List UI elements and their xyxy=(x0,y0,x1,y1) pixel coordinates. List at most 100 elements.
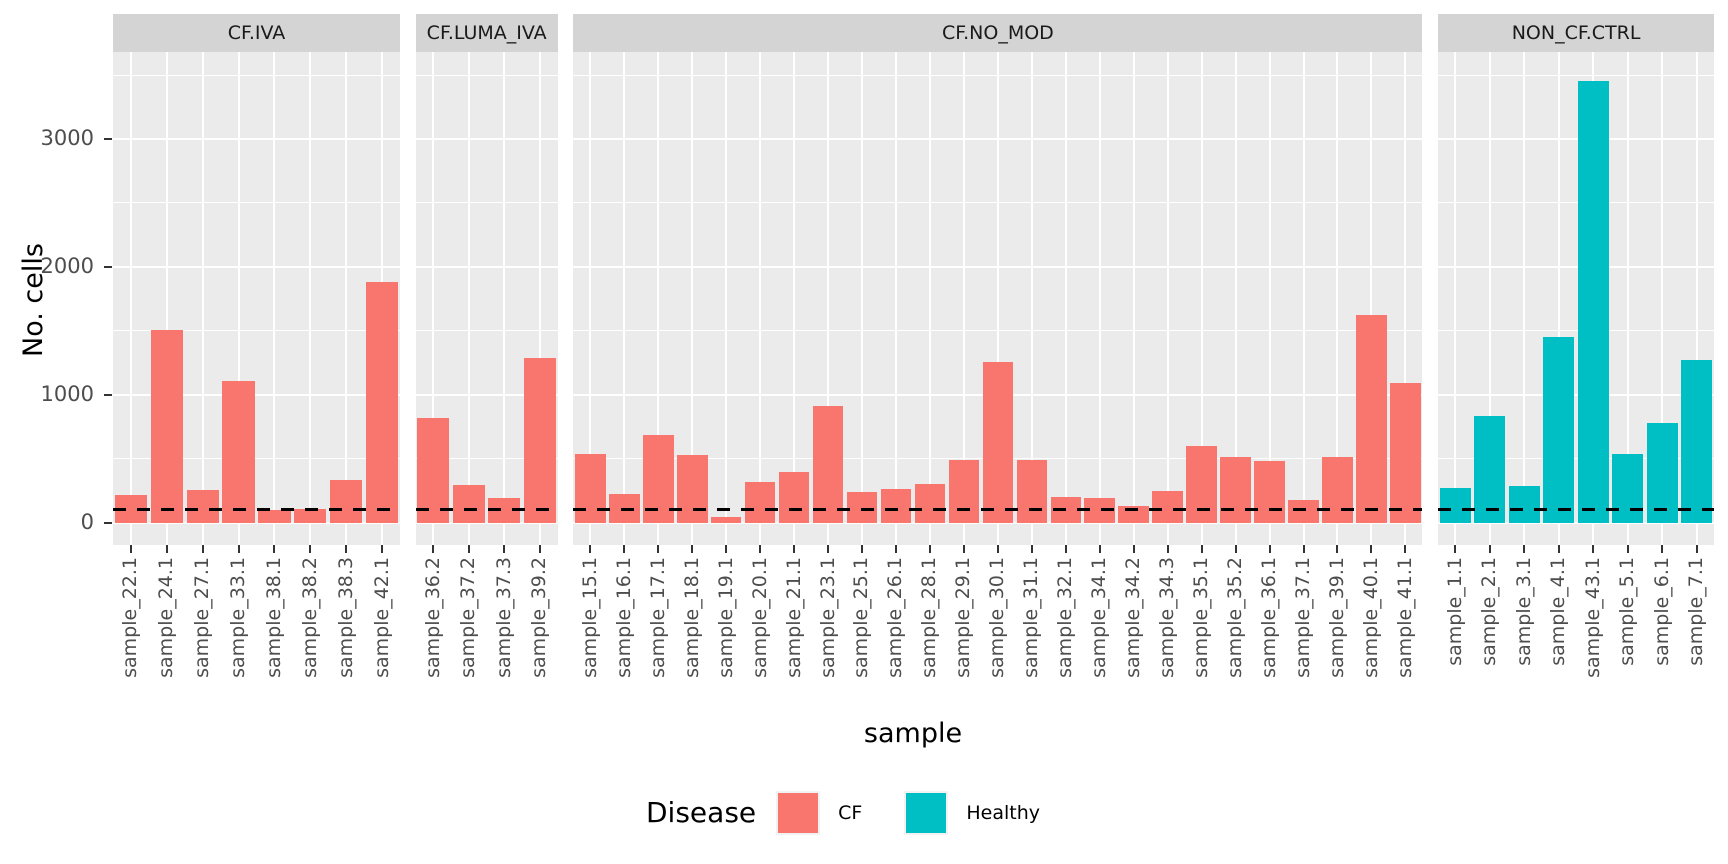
x-tick-label-slot: sample_35.2 xyxy=(1219,557,1253,727)
x-tick-label: sample_39.2 xyxy=(528,557,551,678)
x-tick-mark xyxy=(996,545,999,553)
bar-sample_36.2 xyxy=(417,418,450,523)
x-gridline xyxy=(1166,52,1169,545)
x-tick-labels: sample_1.1 sample_2.1 sample_3.1 sample_4.1… xyxy=(1438,557,1714,727)
reference-line xyxy=(573,508,1423,512)
x-tick-mark xyxy=(725,545,728,553)
legend-label: Healthy xyxy=(966,801,1040,824)
x-tick-mark xyxy=(1404,545,1407,553)
x-tick-label: sample_34.3 xyxy=(1156,557,1179,678)
x-gridline xyxy=(1234,52,1237,545)
x-gridline xyxy=(201,52,204,545)
facet-panel xyxy=(113,52,400,545)
bar-sample_19.1 xyxy=(710,516,742,523)
x-tick-mark xyxy=(1064,545,1067,553)
x-tick-mark xyxy=(1200,545,1203,553)
x-tick-label-slot: sample_17.1 xyxy=(641,557,675,727)
x-tick-label: sample_38.1 xyxy=(262,557,285,678)
bar-sample_27.1 xyxy=(186,490,219,523)
x-axis-title: sample xyxy=(863,718,963,749)
y-tick-mark xyxy=(104,137,112,140)
x-tick-mark xyxy=(1661,545,1664,553)
bar-sample_18.1 xyxy=(676,454,708,523)
bar-sample_40.1 xyxy=(1356,315,1387,523)
x-tick-label: sample_38.2 xyxy=(298,557,321,678)
bar-sample_5.1 xyxy=(1612,453,1644,523)
x-tick-label-slot: sample_33.1 xyxy=(221,557,257,727)
major-gridline xyxy=(415,137,558,140)
bar-sample_4.1 xyxy=(1543,337,1575,523)
x-tick-label-slot: sample_21.1 xyxy=(777,557,811,727)
x-tick-label-slot: sample_27.1 xyxy=(185,557,221,727)
bar-sample_30.1 xyxy=(982,361,1014,523)
x-tick-label: sample_39.1 xyxy=(1325,557,1348,678)
x-tick-label: sample_26.1 xyxy=(884,557,907,678)
y-tick-mark xyxy=(104,521,112,524)
x-tick-label-slot: sample_35.1 xyxy=(1185,557,1219,727)
bar-sample_39.1 xyxy=(1322,456,1353,523)
bar-sample_41.1 xyxy=(1390,383,1421,523)
minor-gridline xyxy=(113,202,400,204)
major-gridline xyxy=(113,137,400,140)
bar-sample_6.1 xyxy=(1646,422,1678,523)
legend: Disease CF Healthy xyxy=(0,775,1728,850)
x-tick-label-slot: sample_24.1 xyxy=(149,557,185,727)
bar-sample_7.1 xyxy=(1681,359,1713,523)
facet-panel xyxy=(415,52,558,545)
x-tick-label-slot: sample_32.1 xyxy=(1049,557,1083,727)
x-tick-label-slot: sample_23.1 xyxy=(811,557,845,727)
x-gridline xyxy=(273,52,276,545)
x-tick-mark xyxy=(1592,545,1595,553)
bar-sample_35.2 xyxy=(1220,456,1251,523)
x-gridline xyxy=(1268,52,1271,545)
minor-gridline xyxy=(1438,458,1715,460)
x-tick-label-slot: sample_39.2 xyxy=(522,557,558,727)
bar-sample_31.1 xyxy=(1016,459,1048,523)
x-tick-mark xyxy=(432,545,435,553)
x-tick-label: sample_18.1 xyxy=(680,557,703,678)
legend-title: Disease xyxy=(646,796,757,829)
x-tick-label: sample_21.1 xyxy=(782,557,805,678)
x-tick-label: sample_5.1 xyxy=(1616,557,1639,666)
x-tick-mark xyxy=(895,545,897,553)
major-gridline xyxy=(113,393,400,396)
x-tick-label-slot: sample_39.1 xyxy=(1320,557,1354,727)
x-gridline xyxy=(759,52,762,545)
x-gridline xyxy=(827,52,830,545)
x-tick-label-slot: sample_36.2 xyxy=(416,557,452,727)
bar-sample_15.1 xyxy=(575,454,606,523)
x-tick-mark xyxy=(589,545,592,553)
y-tick-label: 3000 xyxy=(40,125,94,150)
facet-strip-label: NON_CF.CTRL xyxy=(1438,14,1715,52)
x-gridline xyxy=(1064,52,1067,545)
x-tick-mark xyxy=(962,545,965,553)
x-gridline xyxy=(1030,52,1033,545)
x-tick-mark xyxy=(861,545,864,553)
x-tick-label: sample_37.3 xyxy=(492,557,515,678)
bar-sample_42.1 xyxy=(365,282,399,523)
x-tick-label-slot: sample_31.1 xyxy=(1015,557,1049,727)
x-gridline xyxy=(895,52,897,545)
x-tick-mark xyxy=(1268,545,1271,553)
minor-gridline xyxy=(1438,330,1715,332)
x-tick-mark xyxy=(1626,545,1629,553)
bar-sample_33.1 xyxy=(222,381,255,523)
x-gridline xyxy=(467,52,470,545)
x-tick-label: sample_3.1 xyxy=(1512,557,1535,666)
y-tick-label: 1000 xyxy=(40,381,94,406)
major-gridline xyxy=(113,521,400,524)
x-tick-label-slot: sample_34.3 xyxy=(1151,557,1185,727)
x-tick-label-slot: sample_41.1 xyxy=(1388,557,1422,727)
facet-NON_CF.CTRL: NON_CF.CTRL sample_1.1 sample_2.1 sample_3.… xyxy=(1438,14,1715,745)
x-tick-label-slot: sample_26.1 xyxy=(879,557,913,727)
major-gridline xyxy=(415,393,558,396)
minor-gridline xyxy=(415,458,558,460)
x-tick-label: sample_2.1 xyxy=(1478,557,1501,666)
x-tick-label: sample_16.1 xyxy=(612,557,635,678)
x-tick-label: sample_38.3 xyxy=(334,557,357,678)
x-tick-mark xyxy=(623,545,626,553)
minor-gridline xyxy=(113,330,400,332)
bar-sample_37.2 xyxy=(452,484,485,523)
x-gridline xyxy=(589,52,592,545)
x-gridline xyxy=(793,52,796,545)
